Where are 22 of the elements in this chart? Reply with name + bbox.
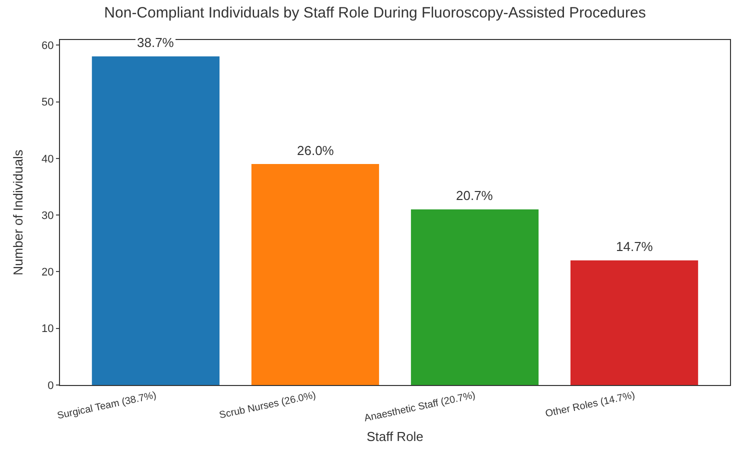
y-tick-label: 10 (42, 323, 54, 336)
y-tick-label: 50 (42, 96, 54, 109)
bar (410, 209, 539, 385)
x-tick-label: Anaesthetic Staff (20.7%) (363, 390, 476, 424)
chart-title: Non-Compliant Individuals by Staff Role During Fluoroscopy-Assisted Procedures (104, 4, 646, 22)
y-tick-label: 40 (42, 153, 54, 166)
annotation: 38.7% (137, 35, 174, 50)
x-tick-label: Scrub Nurses (26.0%) (218, 390, 317, 422)
x-tick-label: Surgical Team (38.7%) (56, 390, 158, 422)
x-tick-label: Other Roles (14.7%) (544, 390, 636, 420)
y-tick-label: 60 (42, 40, 54, 52)
y-tick-label: 30 (42, 210, 54, 222)
x-axis-title: Staff Role (366, 428, 424, 444)
bar (570, 260, 698, 385)
bar (251, 164, 380, 385)
annotation: 14.7% (616, 239, 654, 254)
annotation: 26.0% (297, 143, 334, 158)
y-axis-title: Number of Individuals (10, 149, 26, 276)
y-tick-label: 0 (48, 380, 54, 392)
bar (92, 56, 220, 385)
y-tick-label: 20 (42, 266, 54, 279)
annotation: 20.7% (456, 188, 494, 203)
